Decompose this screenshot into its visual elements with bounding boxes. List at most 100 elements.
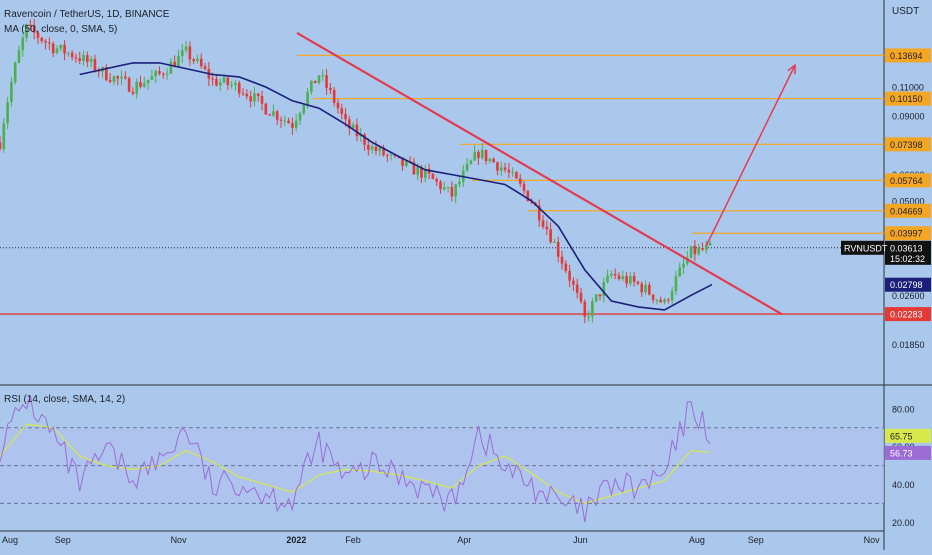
candle-body [184,46,188,51]
rsi-tick-label: 80.00 [892,404,915,414]
candle-body [294,120,298,128]
candle-body [682,263,685,268]
rsi-value-badge[interactable] [885,445,931,460]
symbol-text: RVNUSDT [844,243,888,253]
candle-body [313,80,317,84]
candle-body [93,58,97,71]
candle-body [507,169,511,173]
rsi-tick-label: 40.00 [892,480,915,490]
candle-body [689,246,693,258]
last-price-text: 0.03613 [890,243,923,253]
candle-body [374,146,378,151]
price-tick-label: 0.09000 [892,112,925,122]
candle-body [264,103,268,115]
candle-body [648,285,651,295]
candle-body [180,50,184,56]
ma-legend: MA (50, close, 0, SMA, 5) [4,24,117,35]
level-badge[interactable] [885,91,931,106]
candle-body [629,276,632,284]
candle-body [59,44,63,49]
candle-body [2,123,6,149]
rsi-lines[interactable] [0,395,711,523]
candle-body [218,82,222,86]
candle-body [412,162,416,175]
price-tick-label: 0.02600 [892,291,925,301]
candle-body [442,187,446,190]
candle-body [226,77,230,85]
candle-body [135,82,139,94]
time-tick-label: Apr [457,535,471,545]
candle-body [465,163,469,171]
candle-body [496,162,499,171]
rsi-sma-badge[interactable] [885,428,931,443]
level-badge[interactable] [885,203,931,218]
candle-body [526,190,530,202]
candle-body [287,120,290,124]
drawings[interactable] [296,31,796,316]
candle-body [256,93,260,96]
ma-line[interactable] [79,62,713,311]
rsi-sma-badge-text: 65.75 [890,431,913,441]
candle-body [613,273,617,276]
candle-body [112,76,116,82]
candle-body [556,241,560,257]
rsi-band [0,427,884,504]
candle-body [234,82,237,85]
level-badge[interactable] [885,307,931,322]
candle-body [405,161,408,166]
candle-body [450,186,454,197]
candle-body [522,183,526,191]
candle-body [336,102,340,109]
ma-value-badge[interactable] [885,277,931,292]
candle-body [222,77,226,83]
candle-body [454,184,457,197]
candle-body [51,43,55,54]
time-tick-label: Nov [864,535,881,545]
price-tick-label: 0.01850 [892,340,925,350]
candle-body [245,93,249,97]
candle-body [329,87,332,90]
candle-body [154,71,157,77]
candle-body [572,280,575,285]
candle-body [165,73,169,75]
candle-body [253,93,256,102]
candle-body [302,105,306,114]
candle-body [17,50,21,63]
candle-body [161,73,165,75]
currency-label: USDT [892,6,919,17]
candle-body [21,37,25,51]
last-price-badge[interactable] [885,240,931,265]
candle-body [640,283,644,293]
candle-body [568,270,571,281]
candle-body [659,299,663,303]
axes[interactable]: 0.110000.090000.060000.050000.026000.018… [2,48,931,545]
projection-arrow[interactable] [705,64,796,247]
symbol-badge[interactable] [841,240,884,255]
candle-body [401,157,404,166]
level-badge[interactable] [885,173,931,188]
candle-body [82,55,85,61]
candle-body [124,76,127,79]
level-badge-text: 0.05764 [890,176,923,186]
rsi-line[interactable] [0,395,711,523]
time-tick-label: Nov [171,535,188,545]
candle-body [420,167,423,178]
candle-body [177,55,180,67]
downtrend-line[interactable] [296,31,783,316]
candle-body [279,119,283,121]
candle-body [310,80,313,92]
candle-body [127,78,131,92]
candle-body [625,276,628,284]
candle-body [435,178,438,182]
candle-body [173,61,176,67]
candle-body [492,158,495,163]
level-badge[interactable] [885,226,931,241]
level-badge[interactable] [885,137,931,152]
level-badge[interactable] [885,48,931,63]
candle-body [693,246,697,255]
candle-body [458,181,461,185]
candle-body [0,142,2,149]
time-tick-label: Aug [2,535,18,545]
candle-body [697,248,701,255]
